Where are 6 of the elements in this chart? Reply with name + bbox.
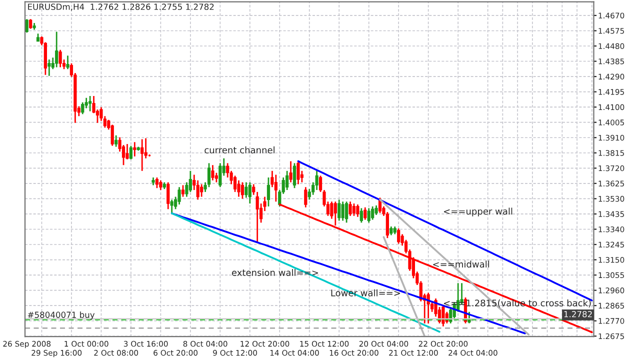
chart-title: EURUSDm,H4 1.2762 1.2826 1.2755 1.2782 [28,4,214,11]
annotation: current channel [204,146,274,154]
ref-line-label: #58040071 buy [28,312,95,320]
ref-line-label: 1.2782 [564,311,592,318]
annotation: <==upper wall [444,208,512,216]
annotation: <==midwall [433,260,490,268]
